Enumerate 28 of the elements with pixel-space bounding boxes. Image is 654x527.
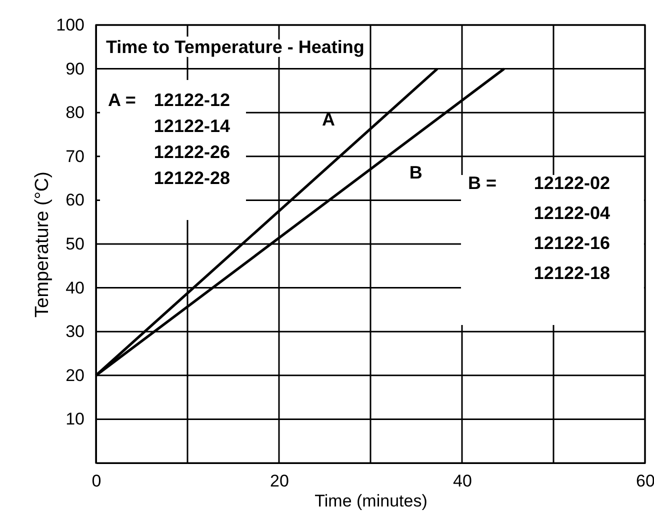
annotation: 12122-14 xyxy=(154,116,230,136)
y-tick-label: 40 xyxy=(66,278,84,298)
y-tick-label: 20 xyxy=(66,366,84,385)
series-label: B xyxy=(409,162,422,183)
y-tick-label: 10 xyxy=(66,410,84,429)
y-tick-label: 80 xyxy=(66,103,84,122)
annotation: A = xyxy=(108,90,136,110)
annotation: 12122-18 xyxy=(534,263,610,283)
x-tick-label: 40 xyxy=(453,472,472,490)
y-tick-label: 90 xyxy=(66,59,84,78)
y-tick-label: 100 xyxy=(56,16,84,34)
x-tick-label: 0 xyxy=(92,472,102,490)
series-label: A xyxy=(322,110,336,130)
x-tick-label: 60 xyxy=(636,472,654,490)
y-tick-label: 60 xyxy=(66,190,84,210)
annotation: 12122-28 xyxy=(154,168,230,188)
y-tick-label: 30 xyxy=(66,322,84,342)
y-axis-title: Temperature (°C) xyxy=(32,172,54,318)
annotation: 12122-04 xyxy=(534,203,610,223)
annotation: 12122-02 xyxy=(534,173,610,193)
annotation: 12122-12 xyxy=(154,90,230,110)
annotation: 12122-26 xyxy=(154,142,230,162)
x-tick-label: 20 xyxy=(270,472,289,490)
x-axis-title: Time (minutes) xyxy=(314,492,428,510)
y-tick-label: 70 xyxy=(66,146,84,166)
y-tick-label: 50 xyxy=(66,234,84,254)
annotation: B = xyxy=(468,173,497,193)
annotation: 12122-16 xyxy=(534,233,610,253)
